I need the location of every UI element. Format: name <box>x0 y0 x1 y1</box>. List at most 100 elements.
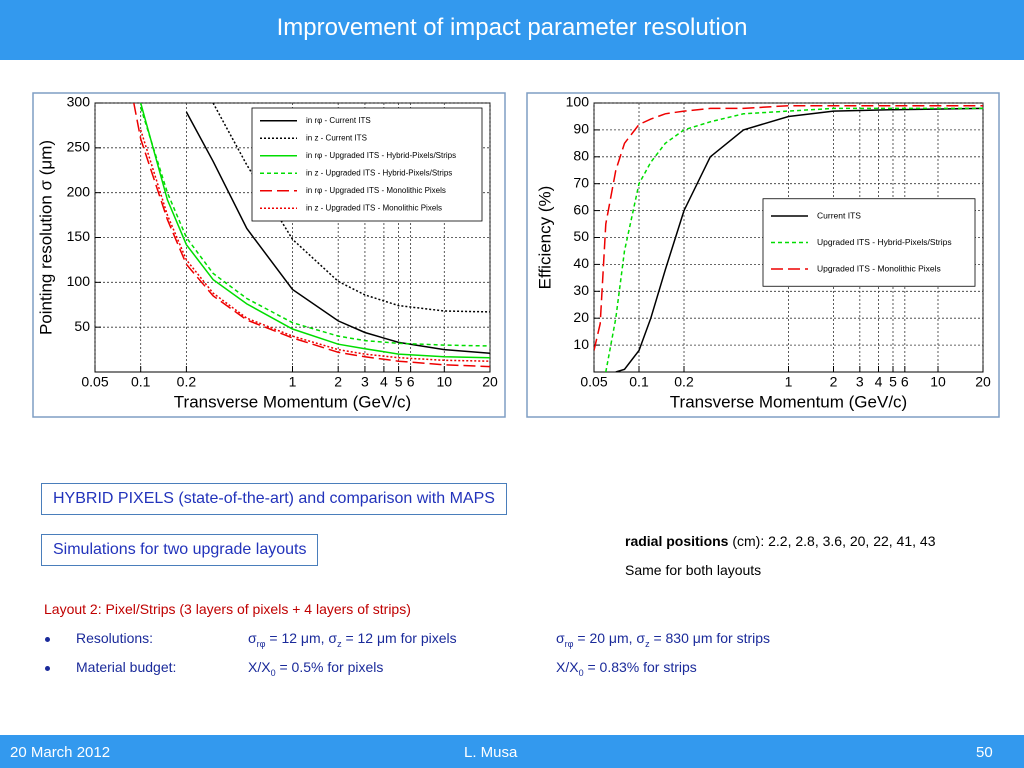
y-tick-label: 60 <box>573 201 589 217</box>
y-tick-label: 150 <box>67 228 91 244</box>
text-run: σ <box>556 630 565 646</box>
x-tick-label: 5 <box>395 374 403 390</box>
y-tick-label: 300 <box>67 94 91 110</box>
y-tick-label: 250 <box>67 139 91 155</box>
text-run: = 830 μm for strips <box>649 630 771 646</box>
legend-label: Upgraded ITS - Hybrid-Pixels/Strips <box>817 237 952 247</box>
text-run: = 12 μm, σ <box>265 630 338 646</box>
subscript: 0 <box>270 667 276 678</box>
series-line <box>615 107 983 372</box>
series-line <box>139 103 490 359</box>
x-tick-label: 10 <box>930 374 946 390</box>
legend-box <box>762 198 976 287</box>
x-tick-label: 0.05 <box>580 374 607 390</box>
footer-author: L. Musa <box>464 744 518 761</box>
legend-label: in z - Current ITS <box>306 133 367 142</box>
slide-title: Improvement of impact parameter resoluti… <box>276 14 748 41</box>
item-label: Resolutions: <box>76 630 154 646</box>
x-tick-label: 10 <box>437 374 453 390</box>
x-tick-label: 20 <box>482 374 498 390</box>
series-line <box>139 129 490 362</box>
x-tick-label: 6 <box>407 374 415 390</box>
x-tick-label: 0.2 <box>674 374 694 390</box>
header-bar: Improvement of impact parameter resoluti… <box>0 0 1024 60</box>
subscript: 0 <box>578 667 584 678</box>
footer-page: 50 <box>976 744 993 761</box>
text-run: = 0.83% for strips <box>583 659 697 675</box>
x-tick-label: 2 <box>334 374 342 390</box>
item-strips: X/X0 = 0.83% for strips <box>556 659 697 678</box>
item-pixels: σrφ = 12 μm, σz = 12 μm for pixels <box>248 630 457 649</box>
legend-label: in rφ - Upgraded ITS - Hybrid-Pixels/Str… <box>306 151 456 160</box>
legend-label: Current ITS <box>817 210 861 220</box>
series-group <box>594 104 983 372</box>
series-line <box>139 107 490 347</box>
info-box: HYBRID PIXELS (state-of-the-art) and com… <box>41 483 507 515</box>
footer-date: 20 March 2012 <box>10 744 111 761</box>
footer-bar: 20 March 2012 L. Musa 50 <box>0 735 1024 768</box>
text-run: = 0.5% for pixels <box>275 659 384 675</box>
y-tick-label: 10 <box>573 336 589 352</box>
radial-note: Same for both layouts <box>625 562 762 578</box>
item-pixels: X/X0 = 0.5% for pixels <box>248 659 383 678</box>
y-tick-label: 40 <box>573 255 589 271</box>
subscript: z <box>337 638 342 649</box>
y-tick-label: 100 <box>67 273 91 289</box>
series-line <box>605 107 983 372</box>
subscript: z <box>645 638 650 649</box>
x-tick-label: 2 <box>830 374 838 390</box>
legend-label: in z - Upgraded ITS - Monolithic Pixels <box>306 203 442 212</box>
y-tick-label: 100 <box>566 94 590 110</box>
x-tick-label: 3 <box>361 374 369 390</box>
subscript: rφ <box>564 638 574 649</box>
x-tick-label: 4 <box>875 374 883 390</box>
x-tick-label: 3 <box>856 374 864 390</box>
bullet <box>45 666 50 671</box>
legend-label: in rφ - Upgraded ITS - Monolithic Pixels <box>306 186 446 195</box>
text-run: σ <box>248 630 257 646</box>
text-run: X/X <box>248 659 271 675</box>
text-run: X/X <box>556 659 579 675</box>
y-tick-label: 200 <box>67 183 91 199</box>
info-box: Simulations for two upgrade layouts <box>41 534 319 566</box>
x-tick-label: 0.1 <box>629 374 649 390</box>
x-tick-label: 20 <box>975 374 991 390</box>
x-tick-label: 0.2 <box>177 374 197 390</box>
y-tick-label: 70 <box>573 174 589 190</box>
item-label: Material budget: <box>76 659 177 675</box>
text-run: = 20 μm, σ <box>573 630 646 646</box>
series-line <box>594 104 983 351</box>
x-tick-label: 5 <box>889 374 897 390</box>
x-tick-label: 1 <box>289 374 297 390</box>
layout-title: Layout 2: Pixel/Strips (3 layers of pixe… <box>44 601 411 617</box>
y-axis-title: Efficiency (%) <box>535 186 554 290</box>
text-run: = 12 μm for pixels <box>341 630 457 646</box>
legend-label: in rφ - Current ITS <box>306 116 371 125</box>
x-axis-title: Transverse Momentum (GeV/c) <box>174 392 411 411</box>
y-tick-label: 90 <box>573 121 589 137</box>
series-line <box>185 111 490 354</box>
x-tick-label: 0.05 <box>81 374 108 390</box>
legend-box <box>251 107 483 222</box>
item-strips: σrφ = 20 μm, σz = 830 μm for strips <box>556 630 770 649</box>
subscript: rφ <box>256 638 266 649</box>
bullet <box>45 637 50 642</box>
radial-line: radial positions (cm): 2.2, 2.8, 3.6, 20… <box>625 533 935 549</box>
radial-text: (cm): 2.2, 2.8, 3.6, 20, 22, 41, 43 <box>728 533 936 549</box>
y-tick-label: 50 <box>573 228 589 244</box>
x-tick-label: 4 <box>380 374 388 390</box>
x-tick-label: 1 <box>785 374 793 390</box>
series-line <box>133 103 490 368</box>
y-tick-label: 50 <box>74 318 90 334</box>
x-axis-title: Transverse Momentum (GeV/c) <box>670 392 907 411</box>
radial-label: radial positions <box>625 533 729 549</box>
y-tick-label: 80 <box>573 148 589 164</box>
y-tick-label: 20 <box>573 309 589 325</box>
x-tick-label: 6 <box>901 374 909 390</box>
legend-label: Upgraded ITS - Monolithic Pixels <box>817 263 941 273</box>
x-tick-label: 0.1 <box>131 374 151 390</box>
legend-label: in z - Upgraded ITS - Hybrid-Pixels/Stri… <box>306 168 452 177</box>
charts: 0.05 0.1 0.2 1 2 3 4 5 6 10 2050100150200250300Tra… <box>32 92 1000 418</box>
y-tick-label: 30 <box>573 282 589 298</box>
